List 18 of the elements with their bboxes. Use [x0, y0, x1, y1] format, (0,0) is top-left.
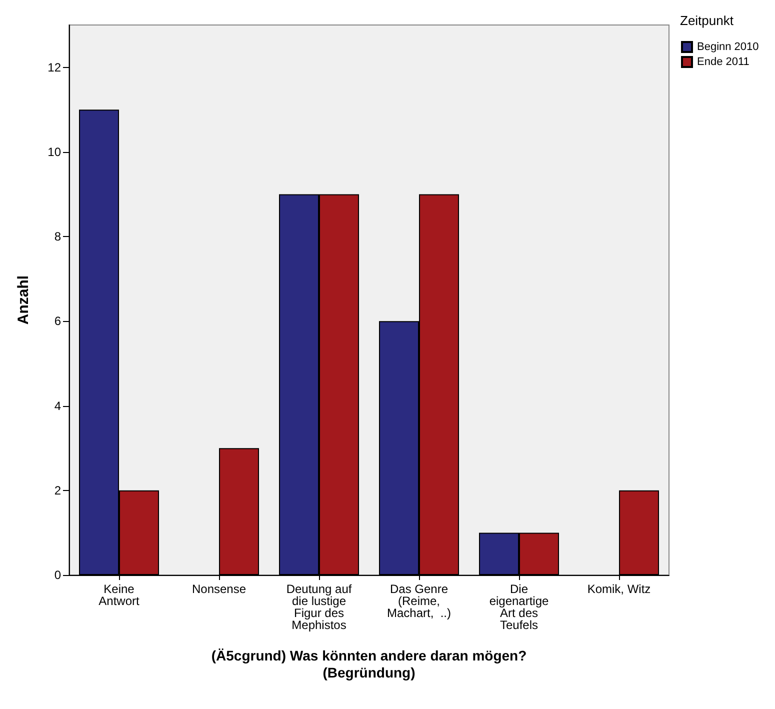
x-tick-label: Komik, Witz	[587, 582, 651, 596]
y-tick-label: 4	[54, 398, 62, 413]
x-tick-label: Deutung auf die lustige Figur des Mephistos	[286, 582, 352, 632]
x-tick-label: Die eigenartige Art des Teufels	[489, 582, 550, 632]
y-tick-label: 2	[54, 483, 62, 498]
legend-label: Ende 2011	[697, 56, 750, 68]
y-axis-title: Anzahl	[15, 275, 32, 325]
x-tick-label: Nonsense	[192, 582, 246, 596]
y-tick-label: 10	[48, 144, 62, 159]
y-tick-label: 6	[54, 314, 62, 328]
y-tick-label: 8	[54, 230, 62, 244]
x-tick-label: Keine Antwort	[98, 582, 140, 608]
x-axis-title: (Ä5cgrund) Was könnten andere daran mögen? (Begründung)	[211, 648, 527, 680]
y-tick-label: 12	[48, 60, 62, 74]
legend-label: Beginn 2010	[697, 41, 759, 53]
x-tick-label: Das Genre (Reime, Machart, ..)	[386, 582, 452, 620]
legend-title: Zeitpunkt	[680, 13, 734, 28]
y-tick-label: 0	[54, 568, 62, 582]
